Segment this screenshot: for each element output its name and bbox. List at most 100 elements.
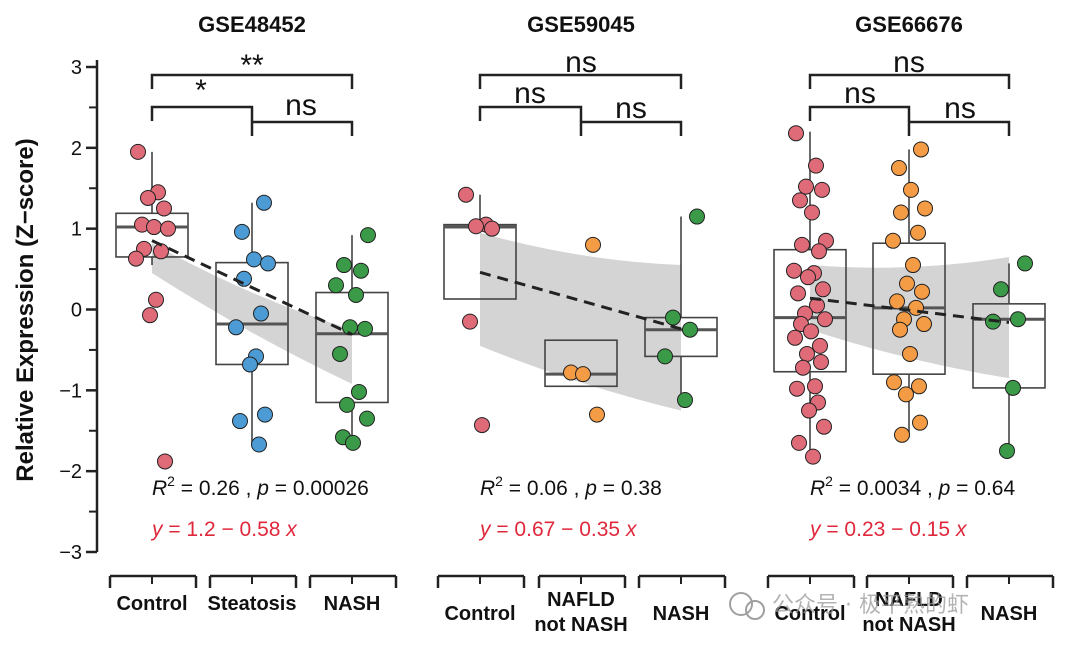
data-point <box>889 293 905 310</box>
y-tick-label: 0 <box>71 300 82 322</box>
data-point <box>804 204 820 221</box>
significance-label: ns <box>285 89 317 122</box>
data-point <box>353 262 369 279</box>
data-point <box>345 434 361 451</box>
significance-label: ns <box>893 46 925 79</box>
data-point <box>917 200 933 217</box>
data-point <box>657 348 673 365</box>
y-tick-label: −1 <box>59 380 82 402</box>
data-point <box>351 383 367 400</box>
data-point <box>886 374 902 391</box>
data-point <box>474 417 490 434</box>
data-point <box>805 448 821 465</box>
data-point <box>665 309 681 326</box>
panel-title: GSE48452 <box>198 12 306 37</box>
x-category-label: Steatosis <box>208 593 297 615</box>
significance-label: ns <box>944 92 976 125</box>
regression-line <box>809 296 1010 324</box>
data-point <box>790 285 806 302</box>
confidence-band <box>152 243 352 384</box>
data-point <box>894 426 910 443</box>
data-point <box>914 283 930 300</box>
significance-label: * <box>195 74 207 107</box>
box <box>544 339 618 388</box>
y-tick-label: 1 <box>71 219 82 241</box>
data-point <box>585 236 601 253</box>
significance-bracket <box>478 73 683 89</box>
data-point <box>816 418 832 435</box>
significance-label: ns <box>514 77 546 110</box>
data-point <box>891 160 907 177</box>
data-point <box>157 453 173 470</box>
regression-line <box>151 239 353 336</box>
regression-stats: R2 = 0.26 , p = 0.00026 <box>152 473 369 500</box>
data-point <box>916 316 932 333</box>
data-point <box>458 186 474 203</box>
data-point <box>800 269 816 286</box>
data-point <box>787 329 803 346</box>
significance-bracket <box>808 73 1011 89</box>
data-point <box>130 143 146 160</box>
significance-label: ** <box>240 49 264 82</box>
data-point <box>336 257 352 274</box>
data-point <box>339 396 355 413</box>
data-point <box>246 251 262 268</box>
data-point <box>808 157 824 174</box>
x-category-label: Control <box>774 603 845 625</box>
regression-equation: y = 1.2 − 0.58 x <box>150 518 298 541</box>
data-point <box>912 414 928 431</box>
data-point <box>795 359 811 376</box>
watermark-text: 公众号 · 极平熟的虾 <box>772 593 969 618</box>
wechat-icon <box>745 600 765 620</box>
data-point <box>357 320 373 337</box>
data-point <box>799 345 815 362</box>
regression-equation: y = 0.23 − 0.15 x <box>808 518 968 541</box>
x-category-label: not NASH <box>862 614 955 636</box>
data-point <box>146 219 162 236</box>
data-point <box>328 277 344 294</box>
data-point <box>253 305 269 322</box>
data-point <box>898 386 914 403</box>
data-point <box>913 141 929 158</box>
data-point <box>815 281 831 298</box>
data-point <box>234 223 250 240</box>
data-point <box>788 125 804 142</box>
data-point <box>817 311 833 328</box>
data-point <box>156 200 172 217</box>
data-point <box>260 255 276 272</box>
significance-label: ns <box>565 46 597 79</box>
significance-bracket <box>579 120 683 136</box>
data-point <box>798 178 814 195</box>
data-point <box>794 236 810 253</box>
significance-bracket <box>907 120 1011 136</box>
x-category-label: not NASH <box>534 614 627 636</box>
data-point <box>813 354 829 371</box>
data-point <box>484 220 500 237</box>
data-point <box>359 410 375 427</box>
regression-equation: y = 0.67 − 0.35 x <box>478 518 638 541</box>
data-point <box>140 189 156 206</box>
significance-bracket <box>150 105 254 121</box>
data-point <box>348 286 364 303</box>
data-point <box>128 250 144 267</box>
x-category-label: Control <box>116 593 187 615</box>
data-point <box>893 204 909 221</box>
data-point <box>801 402 817 419</box>
data-point <box>786 262 802 279</box>
x-category-label: NAFLD <box>547 589 615 611</box>
data-point <box>689 208 705 225</box>
data-point <box>257 406 273 423</box>
data-point <box>251 436 267 453</box>
data-point <box>236 270 252 287</box>
data-point <box>792 192 808 209</box>
data-point <box>911 378 927 395</box>
panel-title: GSE66676 <box>855 12 963 37</box>
y-tick-label: 2 <box>71 138 82 160</box>
x-category-label: NASH <box>981 603 1038 625</box>
data-point <box>1017 255 1033 272</box>
x-category-label: Control <box>444 603 515 625</box>
panel-title: GSE59045 <box>527 12 635 37</box>
data-point <box>814 181 830 198</box>
